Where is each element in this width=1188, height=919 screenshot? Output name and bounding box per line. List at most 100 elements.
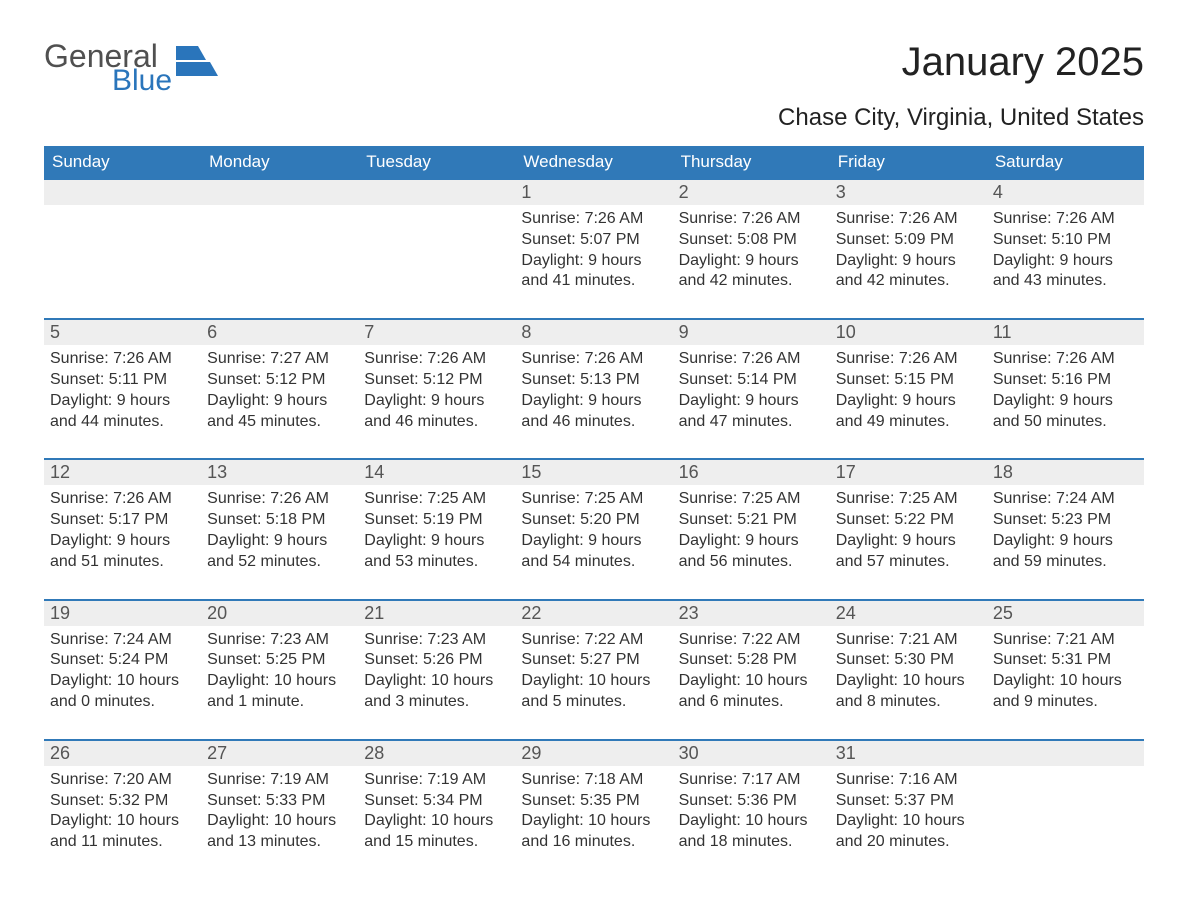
calendar-cell: 23Sunrise: 7:22 AMSunset: 5:28 PMDayligh… (673, 600, 830, 740)
weekday-header: Tuesday (358, 146, 515, 179)
weekday-header: Monday (201, 146, 358, 179)
day-detail: Sunrise: 7:21 AMSunset: 5:30 PMDaylight:… (836, 630, 981, 713)
weekday-header: Saturday (987, 146, 1144, 179)
day-number: 6 (201, 320, 358, 345)
day-number: 29 (515, 741, 672, 766)
day-number: 20 (201, 601, 358, 626)
calendar-cell: 16Sunrise: 7:25 AMSunset: 5:21 PMDayligh… (673, 459, 830, 599)
weekday-header: Wednesday (515, 146, 672, 179)
sunrise-line: Sunrise: 7:23 AM (364, 631, 486, 648)
daylight-line: Daylight: 9 hours and 57 minutes. (836, 532, 956, 570)
sunset-line: Sunset: 5:21 PM (679, 511, 797, 528)
calendar-cell: 11Sunrise: 7:26 AMSunset: 5:16 PMDayligh… (987, 319, 1144, 459)
day-number: 12 (44, 460, 201, 485)
day-number: 27 (201, 741, 358, 766)
calendar-cell: 10 Sunrise: 7:26 AMSunset: 5:15 PMDayligh… (830, 319, 987, 459)
sunset-line: Sunset: 5:14 PM (679, 371, 797, 388)
empty-daynum (358, 180, 515, 205)
day-number: 10 (830, 320, 987, 345)
calendar-cell (201, 179, 358, 319)
calendar-cell: 9Sunrise: 7:26 AMSunset: 5:14 PMDaylight… (673, 319, 830, 459)
sunset-line: Sunset: 5:25 PM (207, 651, 325, 668)
sunset-line: Sunset: 5:26 PM (364, 651, 482, 668)
header: General Blue January 2025 (44, 40, 1144, 96)
day-detail: Sunrise: 7:21 AMSunset: 5:31 PMDaylight:… (993, 630, 1138, 713)
sunset-line: Sunset: 5:22 PM (836, 511, 954, 528)
day-number: 26 (44, 741, 201, 766)
sunset-line: Sunset: 5:10 PM (993, 231, 1111, 248)
calendar-cell: 13Sunrise: 7:26 AMSunset: 5:18 PMDayligh… (201, 459, 358, 599)
calendar-cell: 30Sunrise: 7:17 AMSunset: 5:36 PMDayligh… (673, 740, 830, 879)
sunset-line: Sunset: 5:12 PM (364, 371, 482, 388)
day-detail: Sunrise: 7:26 AMSunset: 5:18 PMDaylight:… (207, 489, 352, 572)
day-number: 8 (515, 320, 672, 345)
daylight-line: Daylight: 9 hours and 51 minutes. (50, 532, 170, 570)
day-number: 21 (358, 601, 515, 626)
day-number: 18 (987, 460, 1144, 485)
daylight-line: Daylight: 9 hours and 59 minutes. (993, 532, 1113, 570)
day-number: 23 (673, 601, 830, 626)
sunset-line: Sunset: 5:36 PM (679, 792, 797, 809)
sunrise-line: Sunrise: 7:25 AM (364, 490, 486, 507)
calendar-cell (987, 740, 1144, 879)
day-number: 5 (44, 320, 201, 345)
day-detail: Sunrise: 7:26 AMSunset: 5:11 PMDaylight:… (50, 349, 195, 432)
calendar-cell: 4Sunrise: 7:26 AMSunset: 5:10 PMDaylight… (987, 179, 1144, 319)
sunrise-line: Sunrise: 7:26 AM (993, 210, 1115, 227)
daylight-line: Daylight: 10 hours and 16 minutes. (521, 812, 650, 850)
weekday-header: Thursday (673, 146, 830, 179)
sunrise-line: Sunrise: 7:26 AM (207, 490, 329, 507)
day-detail: Sunrise: 7:23 AMSunset: 5:26 PMDaylight:… (364, 630, 509, 713)
calendar-cell: 3 Sunrise: 7:26 AMSunset: 5:09 PMDaylight… (830, 179, 987, 319)
day-detail: Sunrise: 7:22 AMSunset: 5:27 PMDaylight:… (521, 630, 666, 713)
calendar-cell: 1Sunrise: 7:26 AMSunset: 5:07 PMDaylight… (515, 179, 672, 319)
sunrise-line: Sunrise: 7:19 AM (207, 771, 329, 788)
sunrise-line: Sunrise: 7:18 AM (521, 771, 643, 788)
day-detail: Sunrise: 7:19 AMSunset: 5:33 PMDaylight:… (207, 770, 352, 853)
calendar-cell: 27 Sunrise: 7:19 AMSunset: 5:33 PMDayligh… (201, 740, 358, 879)
sunset-line: Sunset: 5:09 PM (836, 231, 954, 248)
daylight-line: Daylight: 9 hours and 50 minutes. (993, 392, 1113, 430)
sunset-line: Sunset: 5:32 PM (50, 792, 168, 809)
daylight-line: Daylight: 9 hours and 46 minutes. (521, 392, 641, 430)
weekday-header: Sunday (44, 146, 201, 179)
daylight-line: Daylight: 10 hours and 13 minutes. (207, 812, 336, 850)
sunset-line: Sunset: 5:35 PM (521, 792, 639, 809)
day-detail: Sunrise: 7:26 AMSunset: 5:09 PMDaylight:… (836, 209, 981, 292)
location-subtitle: Chase City, Virginia, United States (44, 104, 1144, 132)
day-number: 3 (830, 180, 987, 205)
daylight-line: Daylight: 9 hours and 47 minutes. (679, 392, 799, 430)
day-detail: Sunrise: 7:26 AMSunset: 5:10 PMDaylight:… (993, 209, 1138, 292)
day-detail: Sunrise: 7:20 AMSunset: 5:32 PMDaylight:… (50, 770, 195, 853)
calendar-cell: 24Sunrise: 7:21 AMSunset: 5:30 PMDayligh… (830, 600, 987, 740)
daylight-line: Daylight: 10 hours and 9 minutes. (993, 672, 1122, 710)
calendar-cell: 28Sunrise: 7:19 AMSunset: 5:34 PMDayligh… (358, 740, 515, 879)
sunset-line: Sunset: 5:12 PM (207, 371, 325, 388)
daylight-line: Daylight: 10 hours and 18 minutes. (679, 812, 808, 850)
calendar-cell: 6 Sunrise: 7:27 AMSunset: 5:12 PMDaylight… (201, 319, 358, 459)
page-title: January 2025 (902, 40, 1144, 85)
daylight-line: Daylight: 10 hours and 15 minutes. (364, 812, 493, 850)
sunset-line: Sunset: 5:24 PM (50, 651, 168, 668)
day-detail: Sunrise: 7:26 AMSunset: 5:15 PMDaylight:… (836, 349, 981, 432)
sunset-line: Sunset: 5:15 PM (836, 371, 954, 388)
sunrise-line: Sunrise: 7:26 AM (679, 210, 801, 227)
day-number: 14 (358, 460, 515, 485)
sunrise-line: Sunrise: 7:26 AM (679, 350, 801, 367)
sunrise-line: Sunrise: 7:26 AM (50, 350, 172, 367)
day-detail: Sunrise: 7:27 AMSunset: 5:12 PMDaylight:… (207, 349, 352, 432)
daylight-line: Daylight: 9 hours and 45 minutes. (207, 392, 327, 430)
sunrise-line: Sunrise: 7:20 AM (50, 771, 172, 788)
calendar-body: 1Sunrise: 7:26 AMSunset: 5:07 PMDaylight… (44, 179, 1144, 879)
day-detail: Sunrise: 7:26 AMSunset: 5:08 PMDaylight:… (679, 209, 824, 292)
daylight-line: Daylight: 9 hours and 49 minutes. (836, 392, 956, 430)
day-detail: Sunrise: 7:26 AM Sunset: 5:14 PM Daylight:… (679, 349, 824, 432)
day-detail: Sunrise: 7:25 AMSunset: 5:22 PMDaylight:… (836, 489, 981, 572)
day-number: 19 (44, 601, 201, 626)
sunset-line: Sunset: 5:28 PM (679, 651, 797, 668)
logo-text: General Blue (44, 40, 172, 96)
calendar-cell: 7Sunrise: 7:26 AMSunset: 5:12 PMDaylight… (358, 319, 515, 459)
daylight-line: Daylight: 9 hours and 56 minutes. (679, 532, 799, 570)
sunrise-line: Sunrise: 7:23 AM (207, 631, 329, 648)
day-detail: Sunrise: 7:24 AMSunset: 5:24 PMDaylight:… (50, 630, 195, 713)
